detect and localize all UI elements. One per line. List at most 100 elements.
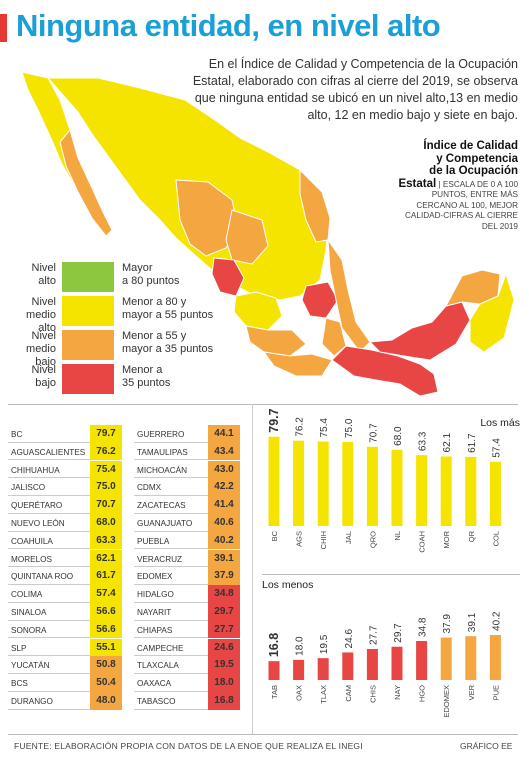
table-row: Campeche 24.6 bbox=[134, 638, 240, 657]
table-row: Coahuila 63.3 bbox=[8, 531, 122, 550]
bar-value-label: 39.1 bbox=[467, 612, 478, 632]
bar-value-label: 63.3 bbox=[418, 431, 429, 451]
table-row: Tlaxcala 19.5 bbox=[134, 656, 240, 674]
state-value: 56.6 bbox=[90, 620, 122, 639]
category-label: BC bbox=[270, 530, 279, 541]
page-title: Ninguna entidad, en nivel alto bbox=[16, 8, 441, 43]
map-zacatecas bbox=[225, 209, 269, 265]
legend-label-line1: Nivel bbox=[31, 330, 56, 342]
map-jalisco bbox=[233, 291, 283, 331]
table-row: Guanajuato 40.6 bbox=[134, 514, 240, 532]
state-name: Sonora bbox=[11, 625, 47, 635]
category-label: MOR bbox=[442, 530, 451, 548]
legend-label: Nivel medio bajo bbox=[8, 330, 62, 369]
state-value: 75.4 bbox=[90, 460, 122, 479]
chart-title: Los más bbox=[480, 417, 520, 429]
table-row: Hidalgo 34.8 bbox=[134, 585, 240, 603]
category-label: CHIS bbox=[368, 685, 377, 703]
state-name: Nuevo León bbox=[11, 519, 65, 528]
credit: GRÁFICO EE bbox=[460, 741, 513, 751]
category-label: AGS bbox=[295, 531, 304, 547]
chart-divider bbox=[262, 574, 520, 575]
bar-value-label: 24.6 bbox=[344, 629, 355, 649]
state-value: 43.4 bbox=[208, 442, 240, 461]
bar-value-label: 79.7 bbox=[267, 408, 281, 432]
bar-value-label: 16.8 bbox=[267, 633, 281, 657]
category-label: EDOMEX bbox=[442, 685, 451, 718]
state-name: Michoacán bbox=[137, 465, 188, 475]
state-value: 34.8 bbox=[208, 585, 240, 603]
legend-label-line2: bajo bbox=[35, 377, 56, 389]
legend-label: Nivel medio alto bbox=[8, 296, 62, 335]
legend-label-line2: medio bajo bbox=[26, 343, 56, 368]
state-name: Tabasco bbox=[137, 697, 176, 706]
table-row: Sonora 56.6 bbox=[8, 620, 122, 639]
state-name: Querétaro bbox=[11, 501, 63, 511]
legend-desc-line2: mayor a 55 puntos bbox=[122, 309, 214, 321]
state-value: 18.0 bbox=[208, 674, 240, 692]
bar-value-label: 34.8 bbox=[418, 617, 429, 637]
legend-desc-line1: Menor a bbox=[122, 364, 163, 376]
state-value: 27.7 bbox=[208, 620, 240, 639]
legend-swatch-medio-alto bbox=[62, 296, 114, 326]
bar bbox=[440, 637, 452, 680]
bar-value-label: 70.7 bbox=[368, 423, 379, 443]
table-row: Chihuahua 75.4 bbox=[8, 460, 122, 479]
table-row: Yucatán 50.8 bbox=[8, 656, 122, 674]
category-label: NL bbox=[393, 531, 402, 541]
map-tamaulipas bbox=[299, 168, 331, 243]
category-label: COAH bbox=[418, 531, 427, 553]
state-name: Sinaloa bbox=[11, 608, 47, 617]
source-note: FUENTE: ELABORACIÓN PROPIA CON DATOS DE … bbox=[14, 741, 363, 751]
legend-label-line2: medio alto bbox=[26, 309, 56, 334]
legend-desc: Menor a 80 y mayor a 55 puntos bbox=[114, 296, 224, 322]
table-row: SLP 55.1 bbox=[8, 638, 122, 657]
map-oaxaca-chiapas bbox=[331, 345, 439, 397]
state-name: BC bbox=[11, 430, 23, 439]
map-durango bbox=[175, 179, 239, 257]
state-name: Tamaulipas bbox=[137, 447, 188, 457]
bar-value-label: 18.0 bbox=[295, 636, 306, 656]
state-name: Quintana Roo bbox=[11, 572, 74, 582]
category-label: TAB bbox=[270, 685, 279, 699]
state-name: Guanajuato bbox=[137, 519, 193, 528]
index-title-2: y Competencia bbox=[436, 152, 518, 165]
table-row: Chiapas 27.7 bbox=[134, 620, 240, 639]
bar-value-label: 62.1 bbox=[442, 433, 453, 453]
table-row: Tamaulipas 43.4 bbox=[134, 442, 240, 461]
state-name: Edomex bbox=[137, 572, 173, 582]
state-name: Tlaxcala bbox=[137, 661, 179, 671]
state-value: 75.0 bbox=[90, 478, 122, 496]
bar bbox=[391, 449, 403, 526]
state-name: Hidalgo bbox=[137, 590, 174, 600]
bar-value-label: 75.4 bbox=[319, 418, 330, 438]
map-michoacan bbox=[245, 325, 307, 357]
divider bbox=[8, 404, 518, 405]
intro-text: En el Índice de Calidad y Competencia de… bbox=[192, 57, 518, 122]
index-title-4: Estatal bbox=[398, 177, 437, 190]
legend-label-line1: Nivel bbox=[31, 364, 56, 376]
bar bbox=[342, 652, 354, 680]
table-row: BC 79.7 bbox=[8, 425, 122, 443]
bar bbox=[465, 456, 477, 526]
table-row: Veracruz 39.1 bbox=[134, 549, 240, 568]
bar-value-label: 29.7 bbox=[393, 623, 404, 643]
state-value: 40.2 bbox=[208, 531, 240, 550]
category-label: OAX bbox=[295, 685, 304, 701]
legend-desc-line2: mayor a 35 puntos bbox=[122, 343, 214, 355]
table-row: Morelos 62.1 bbox=[8, 549, 122, 568]
category-label: HGO bbox=[418, 685, 427, 702]
table-row: CDMX 42.2 bbox=[134, 478, 240, 496]
legend-swatch-medio-bajo bbox=[62, 330, 114, 360]
table-row: Nayarit 29.7 bbox=[134, 603, 240, 621]
table-row: Oaxaca 18.0 bbox=[134, 674, 240, 692]
category-label: QR bbox=[467, 530, 476, 542]
table-row: Quintana Roo 61.7 bbox=[8, 567, 122, 585]
legend-label-line2: alto bbox=[38, 275, 56, 287]
column-divider bbox=[252, 404, 253, 734]
table-row: Michoacán 43.0 bbox=[134, 460, 240, 479]
state-value: 40.6 bbox=[208, 514, 240, 532]
bar-value-label: 68.0 bbox=[393, 426, 404, 446]
map-bcs bbox=[59, 128, 113, 237]
table-row: Durango 48.0 bbox=[8, 692, 122, 710]
